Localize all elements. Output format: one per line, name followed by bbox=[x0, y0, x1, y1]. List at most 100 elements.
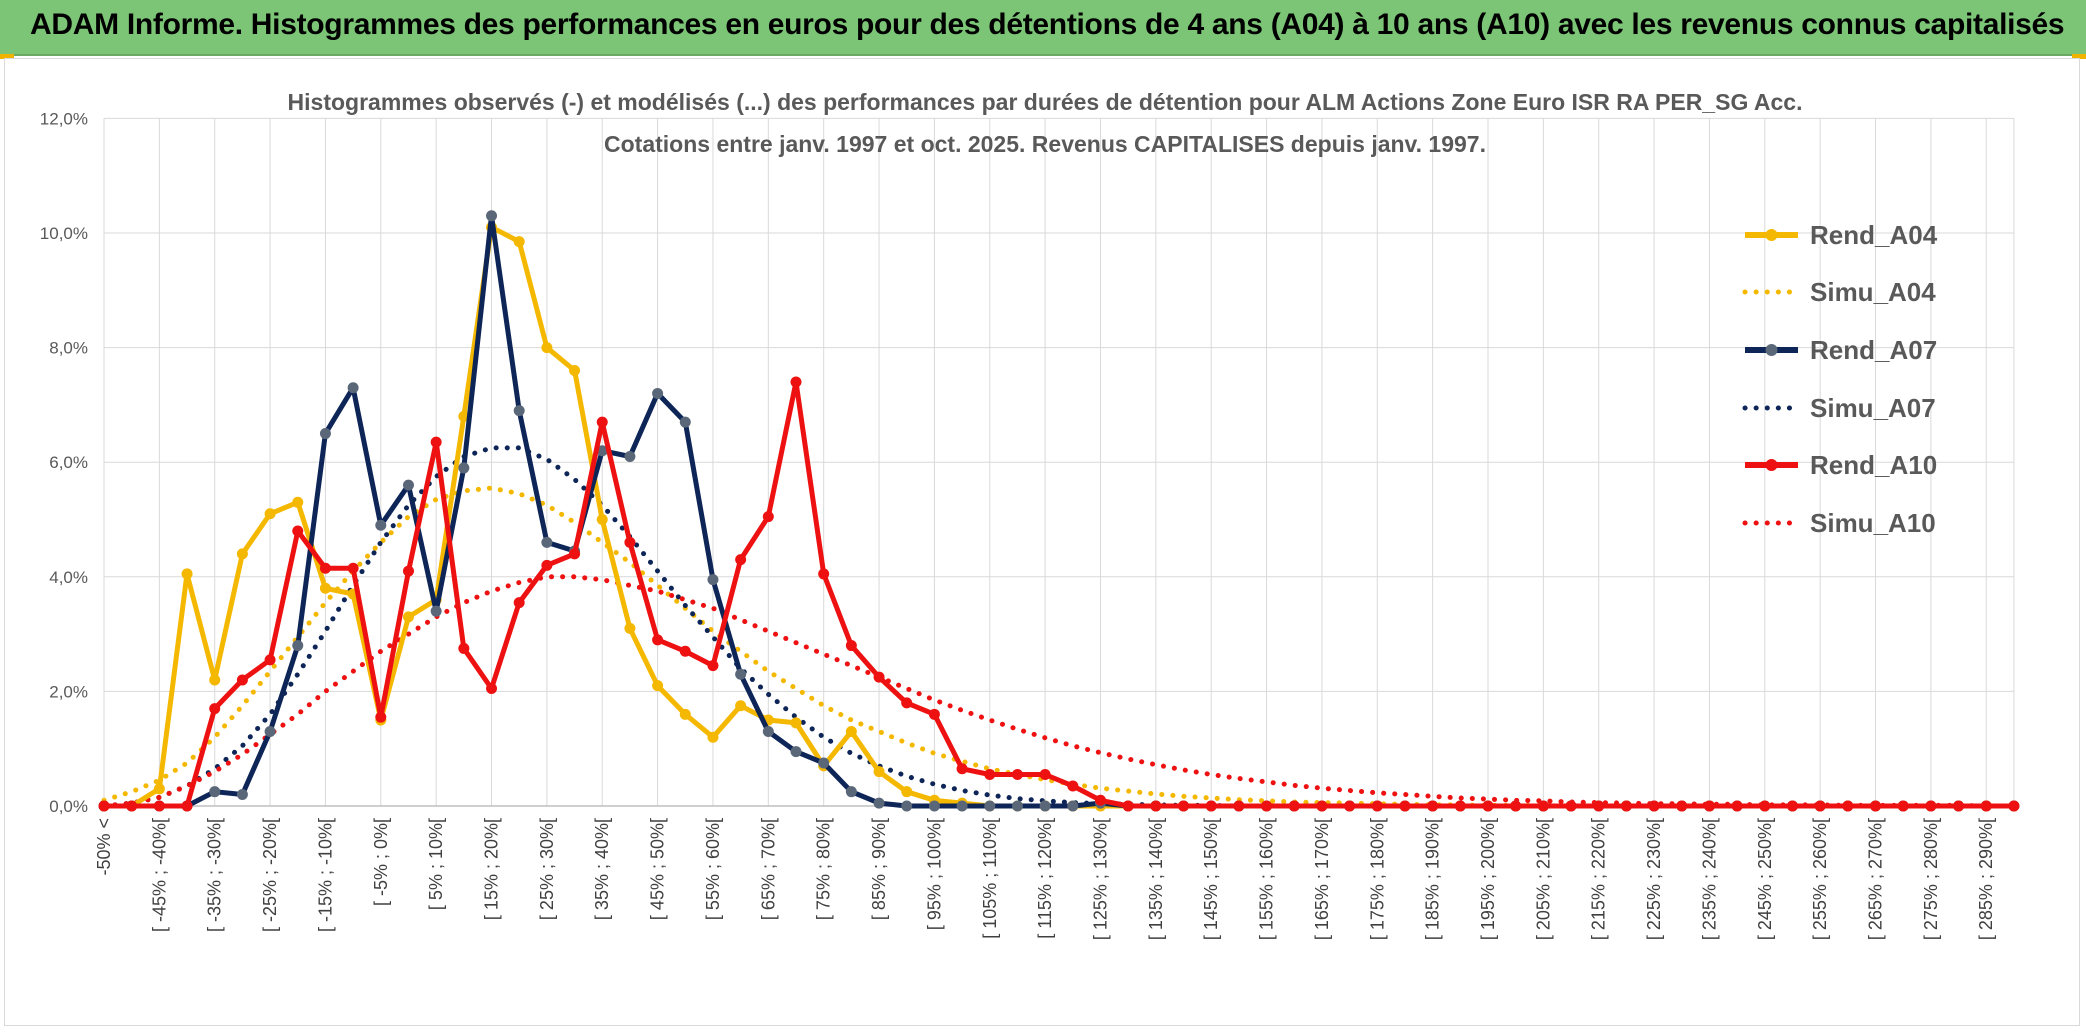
data-point-Rend_A04 bbox=[541, 342, 553, 354]
data-point-Rend_A10 bbox=[1316, 800, 1328, 812]
x-tick-label: [ 135% ; 140%[ bbox=[1146, 818, 1166, 940]
data-point-Rend_A07 bbox=[430, 605, 442, 617]
header-bar: ADAM Informe. Histogrammes des performan… bbox=[0, 0, 2086, 56]
data-point-Rend_A10 bbox=[1344, 800, 1356, 812]
x-tick-label: [ 175% ; 180%[ bbox=[1367, 818, 1387, 940]
data-point-Rend_A04 bbox=[181, 568, 193, 580]
data-point-Rend_A10 bbox=[1454, 800, 1466, 812]
data-point-Rend_A07 bbox=[679, 416, 691, 428]
legend-label: Rend_A10 bbox=[1810, 450, 1937, 480]
data-point-Rend_A10 bbox=[2008, 800, 2020, 812]
x-tick-label: [ 215% ; 220%[ bbox=[1589, 818, 1609, 940]
x-tick-label: -50% < bbox=[94, 818, 114, 876]
legend-label: Simu_A10 bbox=[1810, 508, 1936, 538]
data-point-Rend_A04 bbox=[513, 236, 525, 248]
data-point-Rend_A04 bbox=[264, 508, 276, 520]
x-tick-label: [ 225% ; 230%[ bbox=[1644, 818, 1664, 940]
data-point-Rend_A07 bbox=[236, 789, 248, 801]
data-point-Rend_A10 bbox=[679, 645, 691, 657]
data-point-Rend_A04 bbox=[236, 548, 248, 560]
data-point-Rend_A07 bbox=[790, 746, 802, 758]
data-point-Rend_A07 bbox=[375, 519, 387, 531]
data-point-Rend_A07 bbox=[707, 574, 719, 586]
data-point-Rend_A04 bbox=[596, 514, 608, 525]
y-tick-label: 4,0% bbox=[49, 568, 88, 587]
data-point-Rend_A10 bbox=[901, 697, 913, 709]
data-point-Rend_A10 bbox=[1510, 800, 1522, 812]
data-point-Rend_A10 bbox=[292, 525, 304, 537]
data-point-Rend_A07 bbox=[486, 210, 498, 222]
data-point-Rend_A10 bbox=[375, 711, 387, 723]
data-point-Rend_A10 bbox=[458, 642, 470, 654]
data-point-Rend_A10 bbox=[126, 800, 138, 812]
data-point-Rend_A10 bbox=[1178, 800, 1190, 812]
data-point-Rend_A07 bbox=[596, 445, 608, 457]
data-point-Rend_A04 bbox=[901, 786, 913, 798]
data-point-Rend_A10 bbox=[513, 597, 525, 609]
corner-marker-right bbox=[2072, 54, 2086, 59]
data-point-Rend_A07 bbox=[319, 428, 331, 440]
chart-area bbox=[4, 58, 2080, 1026]
series-line-Rend_A04 bbox=[104, 224, 2014, 809]
x-tick-label: [ 125% ; 130%[ bbox=[1090, 818, 1110, 940]
x-tick-label: [ -35% ; -30%[ bbox=[205, 818, 225, 932]
x-tick-label: [ 145% ; 150%[ bbox=[1201, 818, 1221, 940]
x-tick-label: [ 55% ; 60%[ bbox=[703, 818, 723, 920]
data-point-Rend_A10 bbox=[873, 671, 885, 683]
data-point-Rend_A10 bbox=[1150, 800, 1162, 812]
data-point-Rend_A10 bbox=[1537, 800, 1549, 812]
x-tick-label: [ 185% ; 190%[ bbox=[1423, 818, 1443, 940]
data-point-Rend_A04 bbox=[790, 717, 802, 729]
data-point-Rend_A04 bbox=[209, 674, 221, 686]
x-tick-label: [ 265% ; 270%[ bbox=[1866, 818, 1886, 940]
data-point-Rend_A04 bbox=[458, 410, 470, 422]
data-point-Rend_A07 bbox=[458, 462, 470, 474]
data-point-Rend_A10 bbox=[1897, 800, 1909, 812]
data-point-Rend_A07 bbox=[513, 405, 525, 417]
x-tick-label: [ 205% ; 210%[ bbox=[1533, 818, 1553, 940]
data-point-Rend_A10 bbox=[1482, 800, 1494, 812]
data-point-Rend_A10 bbox=[486, 683, 498, 695]
data-point-Rend_A10 bbox=[1759, 800, 1771, 812]
data-point-Rend_A04 bbox=[845, 726, 857, 738]
data-point-Rend_A07 bbox=[1067, 800, 1079, 812]
data-point-Rend_A10 bbox=[1953, 800, 1965, 812]
legend-marker-Rend_A04 bbox=[1765, 229, 1778, 241]
series-line-Simu_A07 bbox=[101, 445, 2017, 809]
x-tick-label: [ 95% ; 100%[ bbox=[924, 818, 944, 930]
x-tick-label: [ 15% ; 20%[ bbox=[482, 818, 502, 920]
legend-label: Simu_A07 bbox=[1810, 393, 1936, 423]
data-point-Rend_A10 bbox=[1233, 800, 1245, 812]
data-point-Rend_A07 bbox=[402, 479, 414, 491]
data-point-Rend_A07 bbox=[292, 640, 304, 652]
x-tick-label: [ 105% ; 110%[ bbox=[980, 818, 1000, 939]
x-tick-label: [ 45% ; 50%[ bbox=[648, 818, 668, 920]
y-tick-label: 8,0% bbox=[49, 339, 88, 358]
data-point-Rend_A07 bbox=[762, 726, 774, 738]
data-point-Rend_A10 bbox=[1648, 800, 1660, 812]
data-point-Rend_A07 bbox=[873, 797, 885, 809]
chart-title: Histogrammes observés (-) et modélisés (… bbox=[288, 89, 1803, 115]
x-tick-label: [ 115% ; 120%[ bbox=[1035, 818, 1055, 939]
data-point-Rend_A07 bbox=[1039, 800, 1051, 812]
data-point-Rend_A10 bbox=[98, 800, 110, 812]
data-point-Rend_A10 bbox=[209, 703, 221, 715]
chart-series bbox=[98, 210, 2020, 812]
data-point-Rend_A10 bbox=[1703, 800, 1715, 812]
data-point-Rend_A07 bbox=[652, 387, 664, 399]
data-point-Rend_A10 bbox=[1565, 800, 1577, 812]
legend-marker-Rend_A07 bbox=[1765, 344, 1778, 356]
data-point-Rend_A10 bbox=[319, 562, 331, 574]
data-point-Rend_A07 bbox=[956, 800, 968, 812]
data-point-Rend_A04 bbox=[292, 496, 304, 508]
x-tick-label: [ 25% ; 30%[ bbox=[537, 818, 557, 920]
data-point-Rend_A07 bbox=[984, 800, 996, 812]
axis-labels: 0,0% 2,0% 4,0% 6,0% 8,0% 10,0% 12,0% -50% < [ -4… bbox=[40, 109, 1996, 940]
x-tick-label: [ 35% ; 40%[ bbox=[592, 818, 612, 920]
data-point-Rend_A10 bbox=[1786, 800, 1798, 812]
x-tick-label: [ 275% ; 280%[ bbox=[1921, 818, 1941, 940]
x-tick-label: [ 255% ; 260%[ bbox=[1810, 818, 1830, 940]
x-tick-label: [ 235% ; 240%[ bbox=[1699, 818, 1719, 940]
data-point-Rend_A07 bbox=[624, 450, 636, 462]
